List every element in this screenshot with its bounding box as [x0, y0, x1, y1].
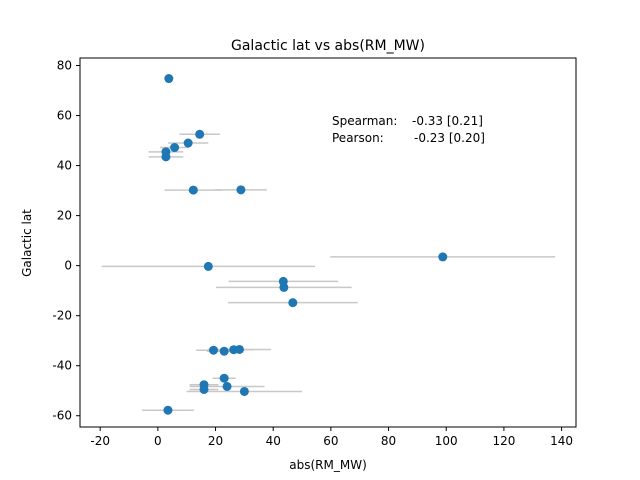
data-point	[236, 185, 246, 195]
y-tick-label: 0	[64, 259, 72, 273]
data-point	[183, 138, 193, 148]
pearson-value: -0.23 [0.20]	[414, 131, 485, 145]
pearson-label: Pearson:	[332, 131, 384, 145]
y-tick-label: -60	[52, 409, 72, 423]
x-tick-label: 100	[435, 434, 458, 448]
data-point	[195, 129, 205, 139]
x-tick-label: 60	[323, 434, 338, 448]
data-point	[203, 261, 213, 271]
data-point	[438, 252, 448, 262]
stats-annotation: Spearman: -0.33 [0.21] Pearson: -0.23 [0…	[332, 114, 485, 145]
data-point	[209, 345, 219, 355]
y-tick-label: -40	[52, 359, 72, 373]
data-point	[170, 143, 180, 153]
data-point	[219, 373, 229, 383]
x-tick-label: -20	[90, 434, 110, 448]
data-point	[188, 185, 198, 195]
data-point	[199, 384, 209, 394]
data-point	[288, 298, 298, 308]
x-axis-label: abs(RM_MW)	[289, 458, 367, 472]
y-tick-label: 60	[57, 109, 72, 123]
y-axis-label: Galactic lat	[20, 209, 34, 277]
x-tick-label: 40	[266, 434, 281, 448]
x-tick-label: 120	[492, 434, 515, 448]
spearman-label: Spearman:	[332, 114, 397, 128]
plot-area: -20 0 20 40 60 80 100 120 140 -60 -40 -20 0 20 40 60 80	[52, 59, 573, 448]
data-point	[239, 386, 249, 396]
data-point	[163, 405, 173, 415]
data-point	[164, 74, 174, 84]
x-tick-label: 20	[208, 434, 223, 448]
y-tick-label: 80	[57, 59, 72, 73]
y-tick-label: -20	[52, 309, 72, 323]
data-point	[234, 344, 244, 354]
data-point	[219, 346, 229, 356]
x-tick-label: 0	[154, 434, 162, 448]
y-tick-label: 40	[57, 159, 72, 173]
data-point	[222, 381, 232, 391]
data-point	[161, 152, 171, 162]
x-tick-label: 80	[381, 434, 396, 448]
plot-frame	[79, 57, 577, 428]
data-point	[279, 282, 289, 292]
x-tick-label: 140	[550, 434, 573, 448]
spearman-value: -0.33 [0.21]	[412, 114, 483, 128]
chart-title: Galactic lat vs abs(RM_MW)	[231, 38, 425, 54]
y-tick-label: 20	[57, 209, 72, 223]
